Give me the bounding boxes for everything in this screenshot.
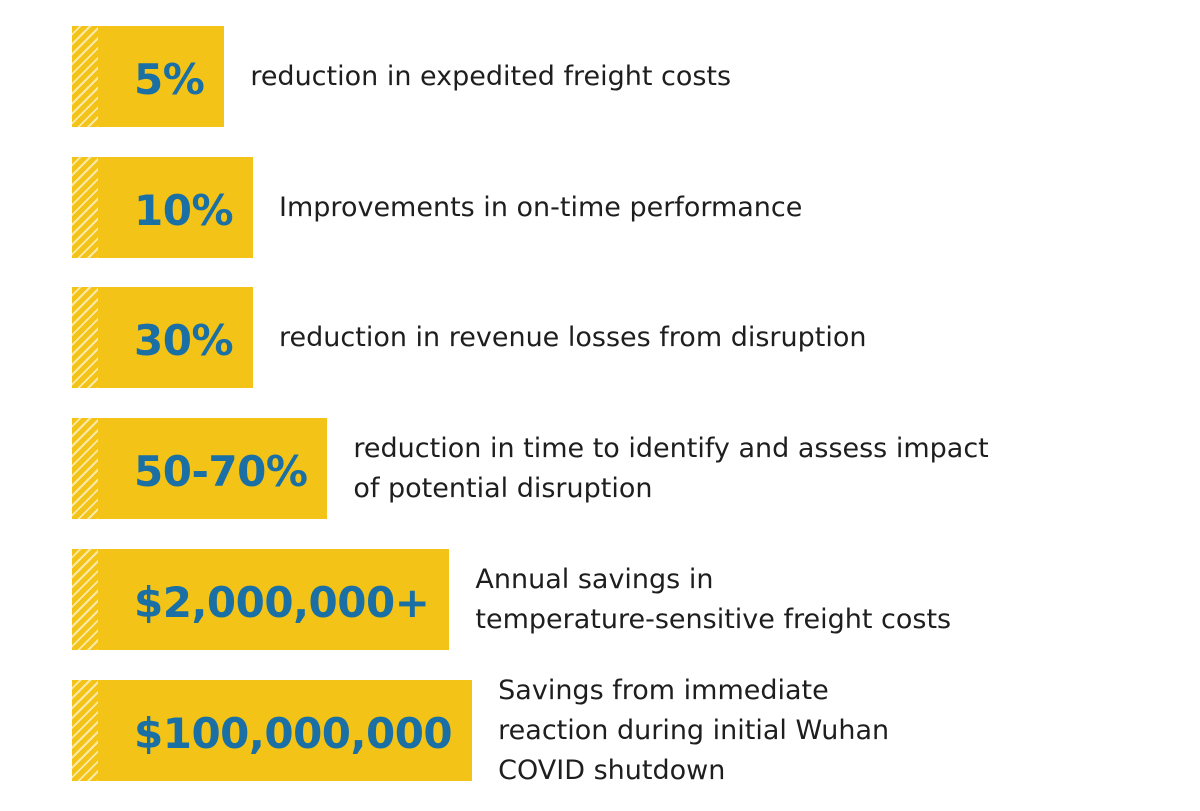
stat-bar: 30% — [72, 287, 254, 388]
stat-bar: 10% — [72, 157, 254, 258]
stat-value: 10% — [134, 186, 234, 235]
stat-description: reduction in revenue losses from disrupt… — [279, 318, 866, 358]
description-line: reaction during initial Wuhan — [498, 714, 890, 746]
stat-value: $2,000,000+ — [134, 578, 430, 627]
stat-description: reduction in time to identify and assess… — [353, 429, 988, 509]
stat-bar: 50-70% — [72, 418, 328, 519]
description-line: COVID shutdown — [498, 754, 726, 786]
stat-description: reduction in expedited freight costs — [250, 57, 731, 97]
stat-value: 50-70% — [134, 447, 308, 496]
description-line: Annual savings in — [475, 563, 714, 595]
stat-row: 10% Improvements in on-time performance — [72, 157, 802, 258]
stat-description: Annual savings in temperature-sensitive f… — [475, 560, 951, 640]
description-line: reduction in revenue losses from disrupt… — [279, 321, 867, 353]
description-line: Improvements in on-time performance — [279, 191, 803, 223]
stat-bar: $100,000,000 — [72, 680, 473, 781]
description-line: temperature-sensitive freight costs — [475, 603, 952, 635]
description-line: reduction in expedited freight costs — [250, 60, 732, 92]
description-line: Savings from immediate — [498, 674, 829, 706]
stat-row: $100,000,000 Savings from immediate react… — [72, 675, 889, 786]
stat-value: $100,000,000 — [134, 709, 453, 758]
description-line: reduction in time to identify and assess… — [353, 432, 989, 464]
stat-row: 50-70% reduction in time to identify and… — [72, 418, 989, 519]
stat-description: Savings from immediate reaction during in… — [498, 671, 889, 791]
stat-row: $2,000,000+ Annual savings in temperature… — [72, 549, 951, 650]
stat-row: 30% reduction in revenue losses from dis… — [72, 287, 866, 388]
stat-value: 5% — [134, 55, 205, 104]
description-line: of potential disruption — [353, 472, 653, 504]
stat-value: 30% — [134, 316, 234, 365]
stat-bar: $2,000,000+ — [72, 549, 450, 650]
stat-description: Improvements in on-time performance — [279, 188, 802, 228]
stat-row: 5% reduction in expedited freight costs — [72, 26, 731, 127]
stat-bar: 5% — [72, 26, 225, 127]
